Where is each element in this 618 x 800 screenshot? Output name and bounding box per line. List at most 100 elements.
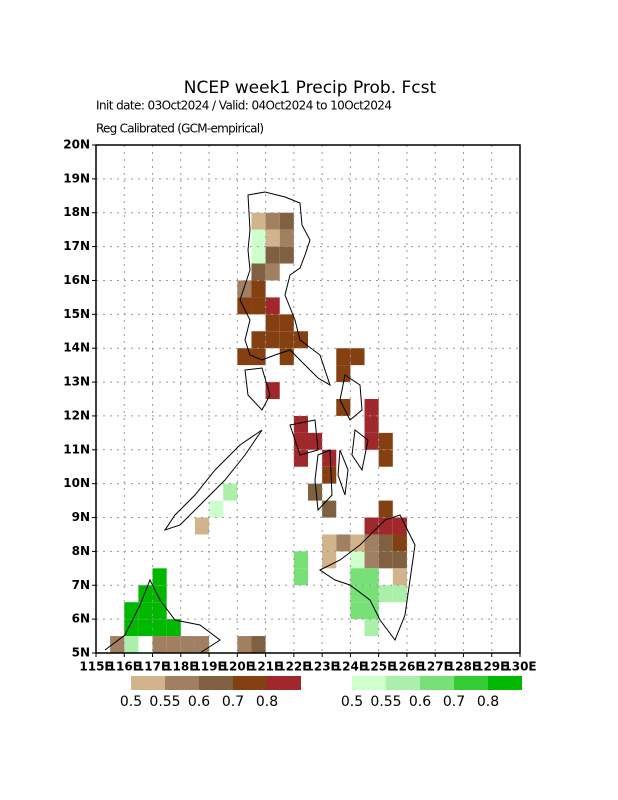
x-tick-label: 120E bbox=[221, 660, 254, 674]
prob-cell bbox=[293, 551, 308, 569]
y-tick-label: 9N bbox=[72, 510, 90, 524]
prob-cell bbox=[279, 331, 294, 349]
y-tick-label: 17N bbox=[63, 239, 90, 253]
x-tick-label: 125E bbox=[362, 660, 395, 674]
prob-cell bbox=[138, 585, 153, 603]
prob-cell bbox=[378, 534, 393, 552]
prob-cell bbox=[265, 331, 280, 349]
prob-cell bbox=[265, 229, 280, 247]
legend-label: 0.55 bbox=[149, 694, 180, 710]
prob-cell bbox=[138, 602, 153, 620]
legend-swatch bbox=[352, 676, 386, 690]
prob-cell bbox=[364, 399, 379, 416]
samar bbox=[339, 374, 363, 421]
y-tick-label: 11N bbox=[63, 442, 90, 456]
legend-swatch bbox=[454, 676, 488, 690]
prob-cell bbox=[392, 517, 407, 535]
prob-cell bbox=[166, 619, 181, 637]
prob-cell bbox=[251, 263, 266, 281]
x-tick-label: 118E bbox=[164, 660, 197, 674]
legend-label: 0.5 bbox=[341, 694, 363, 710]
prob-cell bbox=[180, 636, 195, 653]
prob-cell bbox=[322, 449, 337, 467]
y-tick-label: 15N bbox=[63, 307, 90, 321]
prob-cell bbox=[392, 534, 407, 552]
prob-cell bbox=[392, 568, 407, 586]
legend-swatch bbox=[488, 676, 522, 690]
x-tick-label: 121E bbox=[249, 660, 282, 674]
prob-cell bbox=[392, 585, 407, 603]
x-tick-label: 122E bbox=[277, 660, 310, 674]
prob-cell bbox=[265, 297, 280, 315]
legend-swatch bbox=[267, 676, 301, 690]
x-tick-label: 127E bbox=[419, 660, 452, 674]
title: NCEP week1 Precip Prob. Fcst bbox=[184, 78, 437, 98]
borneo bbox=[104, 578, 221, 654]
prob-cell bbox=[350, 551, 365, 569]
prob-cell bbox=[223, 483, 238, 501]
prob-cell bbox=[166, 636, 181, 653]
note: Reg Calibrated (GCM-empirical) bbox=[96, 122, 264, 136]
map-frame bbox=[95, 144, 521, 654]
prob-cell bbox=[209, 500, 224, 518]
prob-cell bbox=[251, 636, 266, 653]
prob-cell bbox=[293, 415, 308, 433]
prob-cell bbox=[279, 212, 294, 230]
y-tick-label: 12N bbox=[63, 408, 90, 422]
prob-cell bbox=[350, 348, 365, 366]
prob-cell bbox=[251, 229, 266, 247]
prob-cell bbox=[392, 551, 407, 569]
leyte bbox=[351, 429, 369, 472]
prob-cell bbox=[322, 500, 337, 518]
x-tick-label: 124E bbox=[334, 660, 367, 674]
cebu bbox=[337, 449, 349, 496]
prob-cell bbox=[251, 212, 266, 230]
prob-cell bbox=[152, 585, 167, 603]
prob-cell bbox=[350, 602, 365, 620]
prob-cell bbox=[237, 636, 252, 653]
x-tick-label: 126E bbox=[390, 660, 423, 674]
legend-label: 0.55 bbox=[370, 694, 401, 710]
mindoro bbox=[244, 367, 271, 411]
prob-cell bbox=[152, 636, 167, 653]
x-tick-label: 129E bbox=[475, 660, 508, 674]
y-tick-label: 5N bbox=[72, 646, 90, 660]
prob-cell bbox=[378, 551, 393, 569]
grid bbox=[96, 145, 520, 653]
legend-label: 0.8 bbox=[256, 694, 278, 710]
legend-label: 0.7 bbox=[443, 694, 465, 710]
y-tick-label: 16N bbox=[63, 273, 90, 287]
prob-cell bbox=[364, 619, 379, 637]
prob-cell bbox=[152, 602, 167, 620]
prob-cell bbox=[152, 619, 167, 637]
prob-cell bbox=[265, 382, 280, 399]
legend-swatch bbox=[420, 676, 454, 690]
y-tick-label: 10N bbox=[63, 476, 90, 490]
x-tick-label: 130E bbox=[503, 660, 536, 674]
prob-cell bbox=[350, 534, 365, 552]
prob-cell bbox=[293, 331, 308, 349]
prob-cell bbox=[251, 246, 266, 264]
prob-cell bbox=[378, 449, 393, 467]
prob-cell bbox=[364, 551, 379, 569]
x-tick-label: 128E bbox=[447, 660, 480, 674]
prob-cell bbox=[293, 568, 308, 586]
palawan bbox=[163, 429, 263, 531]
prob-cell bbox=[152, 568, 167, 586]
legend-swatch bbox=[199, 676, 233, 690]
prob-cell bbox=[194, 517, 210, 535]
prob-cell bbox=[279, 246, 294, 264]
prob-cell bbox=[322, 466, 337, 484]
prob-cell bbox=[322, 534, 337, 552]
legend-swatch bbox=[386, 676, 420, 690]
prob-cell bbox=[350, 585, 365, 603]
prob-cell bbox=[279, 229, 294, 247]
legend-swatch bbox=[131, 676, 165, 690]
legend-swatch bbox=[233, 676, 267, 690]
prob-cell bbox=[378, 517, 393, 535]
y-tick-label: 19N bbox=[63, 171, 90, 185]
y-tick-label: 13N bbox=[63, 375, 90, 389]
y-tick-label: 20N bbox=[63, 138, 90, 152]
y-tick-label: 18N bbox=[63, 205, 90, 219]
